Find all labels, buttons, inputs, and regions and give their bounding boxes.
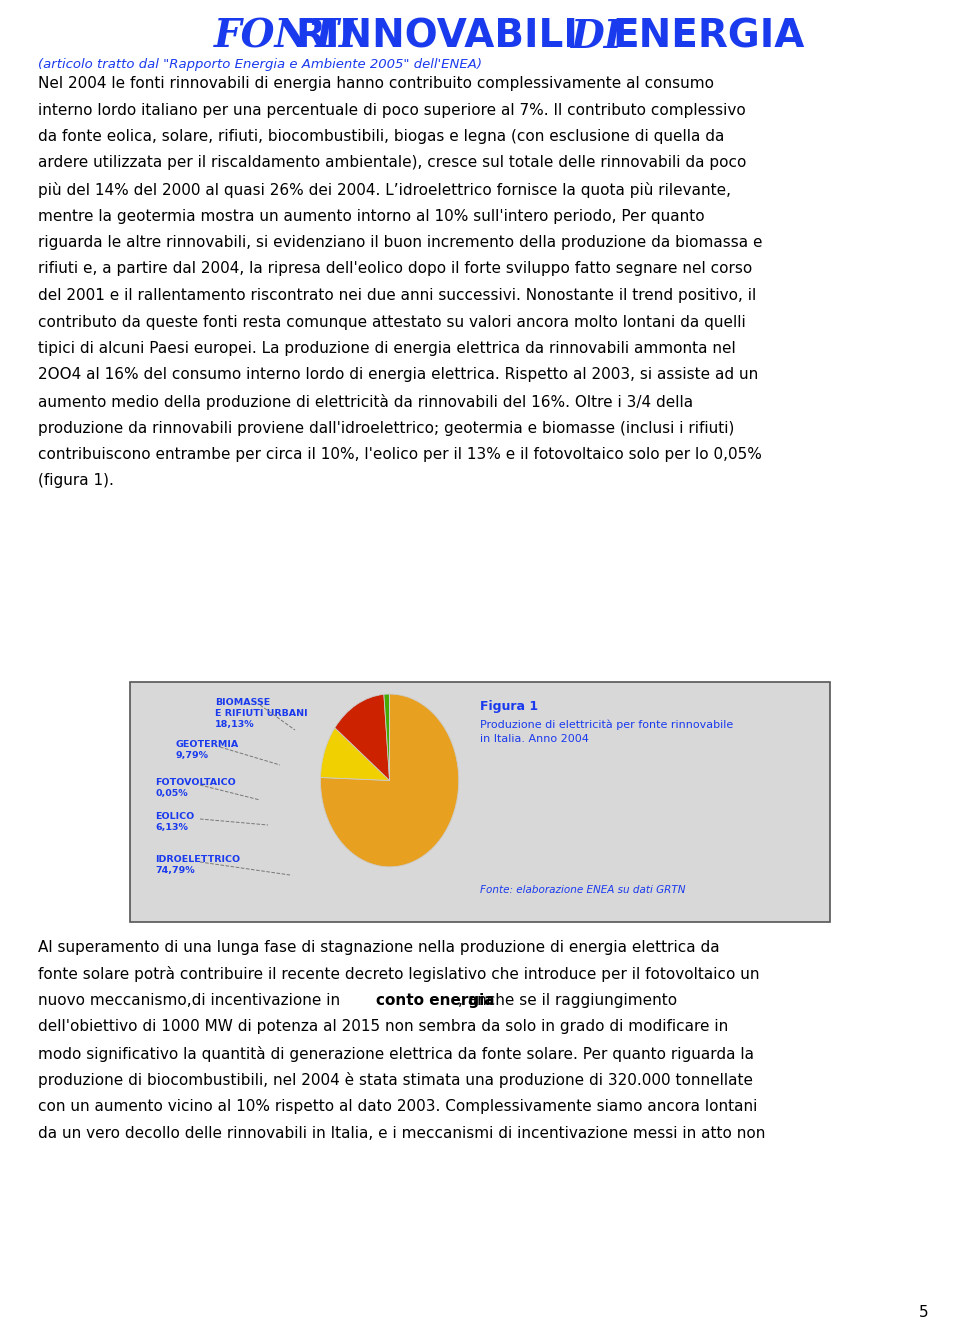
- Text: GEOTERMIA
9,79%: GEOTERMIA 9,79%: [175, 739, 238, 760]
- Text: , anche se il raggiungimento: , anche se il raggiungimento: [458, 993, 677, 1008]
- Text: riguarda le altre rinnovabili, si evidenziano il buon incremento della produzion: riguarda le altre rinnovabili, si eviden…: [38, 235, 762, 250]
- Text: 5: 5: [919, 1304, 928, 1321]
- Text: produzione di biocombustibili, nel 2004 è stata stimata una produzione di 320.00: produzione di biocombustibili, nel 2004 …: [38, 1072, 753, 1088]
- Text: Al superamento di una lunga fase di stagnazione nella produzione di energia elet: Al superamento di una lunga fase di stag…: [38, 939, 720, 956]
- Text: conto energia: conto energia: [376, 993, 494, 1008]
- Text: da un vero decollo delle rinnovabili in Italia, e i meccanismi di incentivazione: da un vero decollo delle rinnovabili in …: [38, 1126, 765, 1141]
- Text: mentre la geotermia mostra un aumento intorno al 10% sull'intero periodo, Per qu: mentre la geotermia mostra un aumento in…: [38, 208, 705, 224]
- Text: ENERGIA: ENERGIA: [612, 17, 804, 56]
- Text: IDROELETTRICO
74,79%: IDROELETTRICO 74,79%: [155, 855, 240, 875]
- Text: modo significativo la quantità di generazione elettrica da fonte solare. Per qua: modo significativo la quantità di genera…: [38, 1045, 754, 1062]
- Wedge shape: [335, 694, 390, 781]
- Text: contribuiscono entrambe per circa il 10%, l'eolico per il 13% e il fotovoltaico : contribuiscono entrambe per circa il 10%…: [38, 447, 762, 462]
- Text: rifiuti e, a partire dal 2004, la ripresa dell'eolico dopo il forte sviluppo fat: rifiuti e, a partire dal 2004, la ripres…: [38, 262, 753, 276]
- Wedge shape: [321, 727, 390, 781]
- Text: nuovo meccanismo,di incentivazione in: nuovo meccanismo,di incentivazione in: [38, 993, 345, 1008]
- Text: DI: DI: [571, 17, 623, 56]
- Text: (articolo tratto dal "Rapporto Energia e Ambiente 2005" dell'ENEA): (articolo tratto dal "Rapporto Energia e…: [38, 58, 482, 71]
- Text: RINNOVABILI: RINNOVABILI: [295, 17, 578, 56]
- Wedge shape: [321, 694, 459, 867]
- Text: tipici di alcuni Paesi europei. La produzione di energia elettrica da rinnovabil: tipici di alcuni Paesi europei. La produ…: [38, 341, 735, 356]
- Text: produzione da rinnovabili proviene dall'idroelettrico; geotermia e biomasse (inc: produzione da rinnovabili proviene dall'…: [38, 420, 734, 436]
- Text: contributo da queste fonti resta comunque attestato su valori ancora molto lonta: contributo da queste fonti resta comunqu…: [38, 314, 746, 330]
- Text: Fonte: elaborazione ENEA su dati GRTN: Fonte: elaborazione ENEA su dati GRTN: [480, 884, 685, 895]
- Text: EOLICO
6,13%: EOLICO 6,13%: [155, 812, 194, 832]
- Text: Produzione di elettricità per fonte rinnovabile
in Italia. Anno 2004: Produzione di elettricità per fonte rinn…: [480, 721, 733, 743]
- Text: FONTI: FONTI: [214, 17, 358, 56]
- Wedge shape: [384, 694, 390, 781]
- Bar: [130, 682, 830, 922]
- Text: FOTOVOLTAICO
0,05%: FOTOVOLTAICO 0,05%: [155, 778, 236, 797]
- Text: del 2001 e il rallentamento riscontrato nei due anni successivi. Nonostante il t: del 2001 e il rallentamento riscontrato …: [38, 289, 756, 303]
- Text: da fonte eolica, solare, rifiuti, biocombustibili, biogas e legna (con esclusion: da fonte eolica, solare, rifiuti, biocom…: [38, 129, 725, 144]
- Text: interno lordo italiano per una percentuale di poco superiore al 7%. Il contribut: interno lordo italiano per una percentua…: [38, 102, 746, 118]
- Text: dell'obiettivo di 1000 MW di potenza al 2015 non sembra da solo in grado di modi: dell'obiettivo di 1000 MW di potenza al …: [38, 1020, 729, 1035]
- Text: ardere utilizzata per il riscaldamento ambientale), cresce sul totale delle rinn: ardere utilizzata per il riscaldamento a…: [38, 156, 746, 170]
- Text: (figura 1).: (figura 1).: [38, 474, 114, 488]
- Text: BIOMASSE
E RIFIUTI URBANI
18,13%: BIOMASSE E RIFIUTI URBANI 18,13%: [215, 698, 307, 729]
- Text: Figura 1: Figura 1: [480, 701, 539, 713]
- Text: 2OO4 al 16% del consumo interno lordo di energia elettrica. Rispetto al 2003, si: 2OO4 al 16% del consumo interno lordo di…: [38, 368, 758, 382]
- Text: Nel 2004 le fonti rinnovabili di energia hanno contribuito complessivamente al c: Nel 2004 le fonti rinnovabili di energia…: [38, 76, 714, 91]
- Text: con un aumento vicino al 10% rispetto al dato 2003. Complessivamente siamo ancor: con un aumento vicino al 10% rispetto al…: [38, 1099, 757, 1114]
- Text: fonte solare potrà contribuire il recente decreto legislativo che introduce per : fonte solare potrà contribuire il recent…: [38, 966, 759, 982]
- Text: aumento medio della produzione di elettricità da rinnovabili del 16%. Oltre i 3/: aumento medio della produzione di elettr…: [38, 395, 693, 411]
- Text: più del 14% del 2000 al quasi 26% dei 2004. L’idroelettrico fornisce la quota pi: più del 14% del 2000 al quasi 26% dei 20…: [38, 183, 731, 199]
